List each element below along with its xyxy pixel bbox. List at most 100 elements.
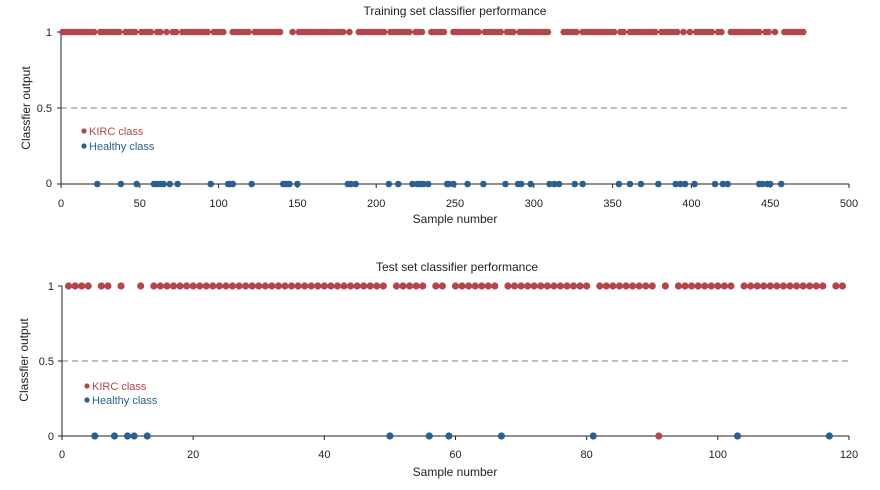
data-point-kirc [819,282,827,290]
data-point-kirc [537,282,545,290]
data-point-healthy [248,180,255,188]
data-point-kirc [779,282,788,290]
data-point-kirc [97,282,105,290]
data-point-kirc [220,28,227,36]
data-point-kirc [412,282,420,290]
x-tick-label: 100 [709,449,727,461]
data-point-kirc [235,282,243,290]
legend-label-kirc: KIRC class [92,381,147,393]
x-tick-label: 0 [59,449,65,461]
data-point-healthy [766,180,774,188]
data-point-kirc [655,432,663,440]
data-point-healthy [719,180,727,188]
data-point-kirc [718,28,725,36]
data-point-kirc [635,282,643,290]
data-point-healthy [655,180,662,188]
data-point-healthy [464,180,471,188]
x-tick-label: 450 [761,198,779,210]
x-axis-label: Sample number [413,212,498,226]
x-tick-label: 350 [603,198,621,210]
data-point-kirc [440,28,448,36]
data-point-kirc [812,282,820,290]
data-point-kirc [673,28,681,36]
data-point-kirc [301,282,309,290]
data-point-kirc [799,28,807,36]
y-tick-label: 0 [48,431,54,443]
x-tick-label: 60 [449,449,461,461]
data-point-healthy [286,180,293,188]
data-point-kirc [222,282,230,290]
data-point-kirc [189,282,197,290]
data-point-healthy [550,180,558,188]
x-tick-label: 50 [134,198,146,210]
data-point-kirc [320,282,328,290]
data-point-healthy [571,180,579,188]
legend-marker-healthy [84,397,90,403]
data-point-healthy [450,180,457,188]
data-point-healthy [409,180,416,188]
data-point-kirc [674,282,683,290]
data-point-kirc [169,282,178,290]
data-point-kirc [71,282,79,290]
data-point-healthy [91,432,99,440]
data-point-healthy [117,180,125,188]
data-point-kirc [648,282,656,290]
y-tick-label: 1 [46,27,52,39]
data-point-kirc [609,282,617,290]
y-tick-label: 0.5 [39,356,54,368]
data-point-healthy [517,180,525,188]
data-point-healthy [527,180,534,188]
data-point-kirc [720,282,728,290]
data-point-healthy [502,180,509,188]
legend-label-healthy: Healthy class [89,141,155,153]
data-point-healthy [579,180,586,188]
data-point-healthy [133,180,140,188]
data-point-healthy [691,180,698,188]
data-point-healthy [174,180,181,188]
data-point-healthy [480,180,487,188]
data-point-kirc [380,28,388,36]
data-point-healthy [160,180,167,188]
data-point-kirc [327,282,335,290]
data-point-kirc [786,282,794,290]
data-point-healthy [555,180,563,188]
data-point-kirc [753,282,761,290]
data-point-kirc [471,282,479,290]
data-point-kirc [576,282,584,290]
data-point-kirc [276,28,284,36]
data-point-healthy [445,432,453,440]
data-point-healthy [425,432,433,440]
data-point-kirc [491,282,499,290]
data-point-kirc [245,28,252,36]
data-point-healthy [229,180,237,188]
data-point-kirc [314,282,322,290]
data-point-kirc [510,282,519,290]
data-point-kirc [510,28,517,36]
data-point-kirc [556,282,565,290]
data-point-kirc [307,282,315,290]
y-tick-label: 0.5 [37,103,52,115]
data-point-kirc [147,28,155,36]
data-point-kirc [620,28,627,36]
data-point-kirc [806,282,814,290]
data-point-kirc [104,282,112,290]
data-point-kirc [353,282,361,290]
x-axis-label: Sample number [413,465,498,479]
data-point-healthy [123,432,132,440]
data-point-healthy [394,180,402,188]
data-point-kirc [419,282,427,290]
data-point-kirc [289,28,296,36]
data-point-kirc [333,282,342,290]
data-point-healthy [777,180,785,188]
x-tick-label: 300 [525,198,543,210]
data-point-kirc [475,28,482,36]
data-point-kirc [573,28,580,36]
data-point-kirc [163,28,170,36]
data-point-kirc [131,28,139,36]
data-point-kirc [760,282,768,290]
data-point-kirc [90,28,98,36]
data-point-kirc [727,282,735,290]
data-point-healthy [352,180,360,188]
data-point-kirc [204,28,211,36]
data-point-kirc [432,282,440,290]
